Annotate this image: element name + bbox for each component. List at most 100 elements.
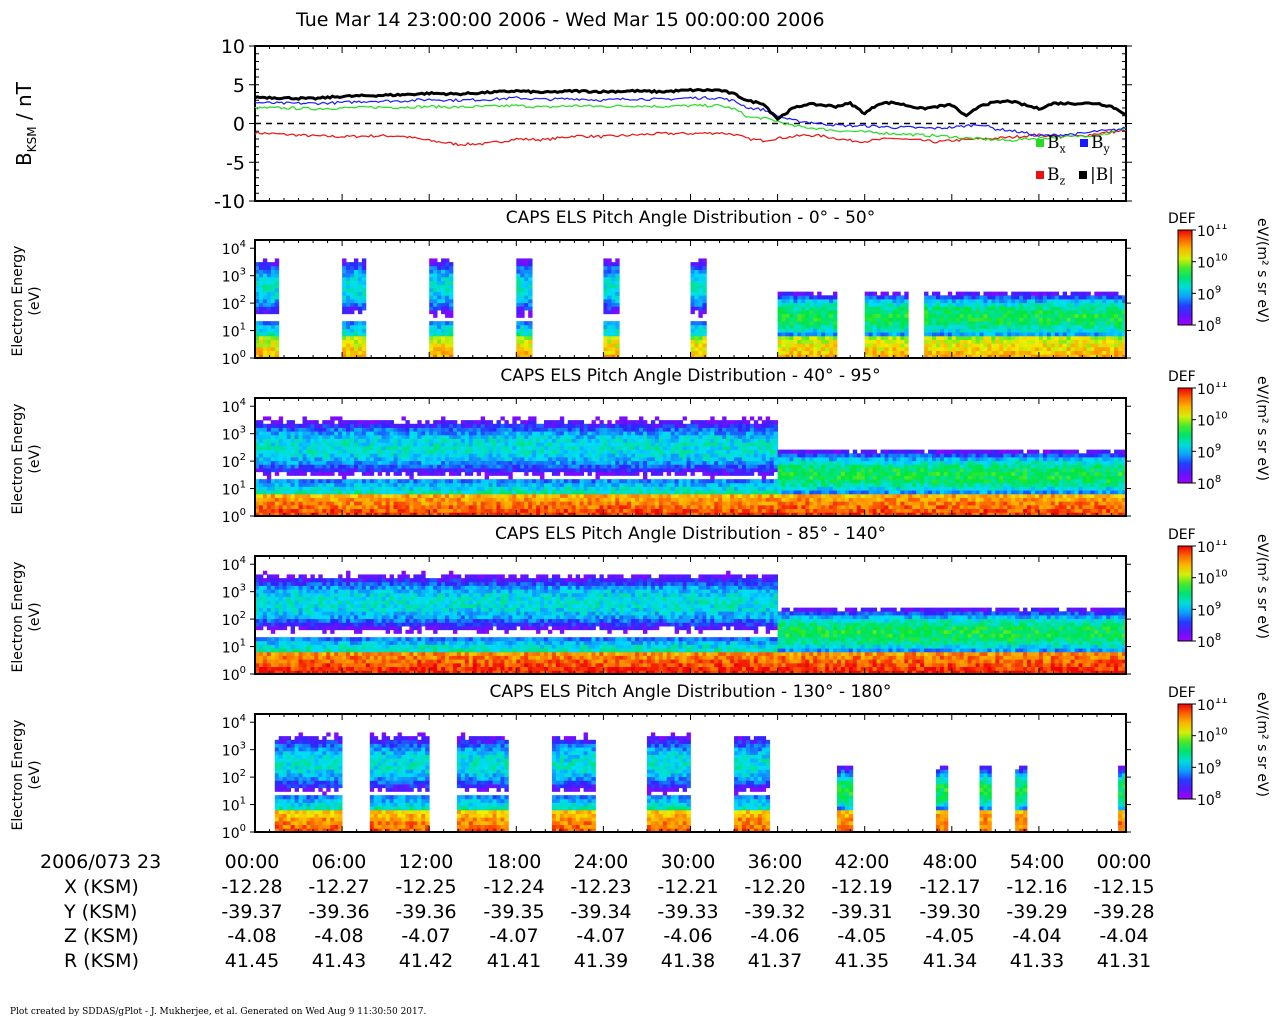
colorbar-tick-label: 1010	[1197, 569, 1228, 588]
mag-ytick-label: -10	[214, 191, 245, 213]
ephemeris-value: -39.36	[308, 901, 370, 923]
ephemeris-value: -4.04	[1099, 925, 1149, 947]
ephemeris-value: -12.20	[744, 876, 806, 898]
colorbar-tick-label: 108	[1197, 474, 1221, 493]
energy-axis-title: Electron Energy	[10, 719, 26, 831]
mag-ytick-label: -5	[226, 152, 245, 174]
energy-ytick-label: 104	[222, 239, 246, 258]
ephemeris-row-label: Y (KSM)	[64, 901, 138, 923]
legend-by-swatch	[1080, 139, 1088, 147]
colorbar-unit: eV/(m² s sr eV)	[1254, 534, 1270, 639]
colorbar-tick-label: 109	[1197, 758, 1221, 777]
energy-ytick-label: 103	[222, 267, 246, 286]
ephemeris-row-label: R (KSM)	[64, 950, 139, 972]
ephemeris-value: -39.29	[1006, 901, 1068, 923]
ephemeris-value: -4.08	[227, 925, 277, 947]
ephemeris-value: -39.32	[744, 901, 806, 923]
ephemeris-value: -39.28	[1093, 901, 1155, 923]
ephemeris-value: -12.17	[919, 876, 981, 898]
energy-ytick-label: 104	[222, 555, 246, 574]
plot-title: Tue Mar 14 23:00:00 2006 - Wed Mar 15 00…	[296, 9, 825, 31]
ephemeris-value: -12.28	[221, 876, 283, 898]
time-tick-label: 00:00	[1096, 851, 1152, 873]
ephemeris-value: -39.34	[570, 901, 632, 923]
colorbar: 1011 1010 109 108	[1177, 382, 1228, 493]
ephemeris-value: -39.31	[831, 901, 893, 923]
mag-ytick-label: 5	[233, 75, 245, 97]
colorbar-unit: eV/(m² s sr eV)	[1254, 218, 1270, 323]
colorbar-tick-label: 1010	[1197, 411, 1228, 430]
colorbar-tick-label: 1011	[1197, 540, 1228, 556]
ephemeris-value: 41.35	[834, 950, 890, 972]
spectrogram-cells	[255, 416, 1127, 517]
legend-by-name: B	[1091, 133, 1104, 153]
energy-ytick-label: 101	[222, 480, 246, 499]
ephemeris-value: -39.35	[483, 901, 545, 923]
colorbar-tick-label: 1010	[1197, 727, 1228, 746]
ephemeris-value: -4.05	[837, 925, 887, 947]
mag-ytick-label: 10	[221, 36, 245, 58]
energy-axis-unit: (eV)	[27, 760, 43, 790]
spectrogram-title: CAPS ELS Pitch Angle Distribution - 85° …	[494, 524, 887, 544]
energy-ytick-label: 103	[222, 741, 246, 760]
ephemeris-value: -4.05	[925, 925, 975, 947]
colorbar-tick-label: 109	[1197, 442, 1221, 461]
energy-ytick-label: 100	[222, 349, 246, 364]
ephemeris-value: 41.33	[1009, 950, 1065, 972]
energy-axis-unit: (eV)	[27, 602, 43, 632]
ephemeris-value: 41.42	[398, 950, 454, 972]
energy-axis-label: Electron Energy (eV)	[10, 400, 44, 518]
spectrogram-plot: 100 101 102 103 104	[222, 555, 1131, 680]
spectrogram-title: CAPS ELS Pitch Angle Distribution - 0° -…	[505, 208, 876, 228]
ephemeris-value: -12.27	[308, 876, 370, 898]
ephemeris-value: -12.16	[1006, 876, 1068, 898]
ephemeris-value: -4.07	[401, 925, 451, 947]
energy-ytick-label: 102	[222, 610, 246, 629]
ephemeris-date-label: 2006/073 23	[40, 851, 162, 873]
spectrogram-plot: 100 101 102 103 104	[222, 397, 1131, 522]
colorbar-unit: eV/(m² s sr eV)	[1254, 692, 1270, 797]
legend-bx-swatch	[1036, 139, 1044, 147]
time-tick-label: 48:00	[922, 851, 978, 873]
colorbar-tick-label: 108	[1197, 632, 1221, 651]
energy-ytick-label: 104	[222, 397, 246, 416]
legend-bz-name: B	[1047, 165, 1060, 185]
energy-axis-unit: (eV)	[27, 444, 43, 474]
bksm-label-unit: / nT	[12, 82, 36, 121]
energy-ytick-label: 103	[222, 425, 246, 444]
energy-ytick-label: 100	[222, 665, 246, 680]
time-tick-label: 42:00	[834, 851, 890, 873]
ephemeris-value: -4.06	[750, 925, 800, 947]
series-line-bx	[254, 103, 1127, 143]
legend-bx-name: B	[1047, 133, 1060, 153]
ephemeris-value: -12.23	[570, 876, 632, 898]
ephemeris-value: -39.30	[919, 901, 981, 923]
bksm-axis-label: BKSM / nT	[12, 82, 39, 166]
bksm-label-sub: KSM	[25, 126, 39, 153]
energy-axis-title: Electron Energy	[10, 245, 26, 357]
legend-btot-swatch	[1079, 171, 1087, 179]
colorbar-tick-label: 108	[1197, 790, 1221, 809]
colorbar-tick-label: 1011	[1197, 382, 1228, 398]
colorbar-gradient	[1177, 703, 1193, 800]
colorbar-gradient	[1177, 545, 1193, 642]
legend-by-sub: y	[1103, 142, 1110, 156]
colorbar-tick-label: 1011	[1197, 224, 1228, 240]
energy-ytick-label: 100	[222, 507, 246, 522]
legend-btot-name: |B|	[1090, 165, 1114, 185]
ephemeris-value: -12.19	[831, 876, 893, 898]
energy-ytick-label: 101	[222, 638, 246, 657]
ephemeris-value: -39.37	[221, 901, 283, 923]
time-tick-label: 18:00	[486, 851, 542, 873]
colorbar-label: DEF	[1168, 211, 1196, 227]
ephemeris-value: 41.45	[224, 950, 280, 972]
time-tick-label: 54:00	[1009, 851, 1065, 873]
spectrogram-title: CAPS ELS Pitch Angle Distribution - 40° …	[500, 366, 881, 386]
ephemeris-value: 41.31	[1096, 950, 1152, 972]
spectrogram-plot: 100 101 102 103 104	[222, 239, 1131, 364]
colorbar-tick-label: 108	[1197, 316, 1221, 335]
legend-btot: |B|	[1079, 165, 1114, 185]
spectrogram-title: CAPS ELS Pitch Angle Distribution - 130°…	[489, 682, 892, 702]
ephemeris-value: 41.38	[660, 950, 716, 972]
energy-axis-title: Electron Energy	[10, 403, 26, 515]
